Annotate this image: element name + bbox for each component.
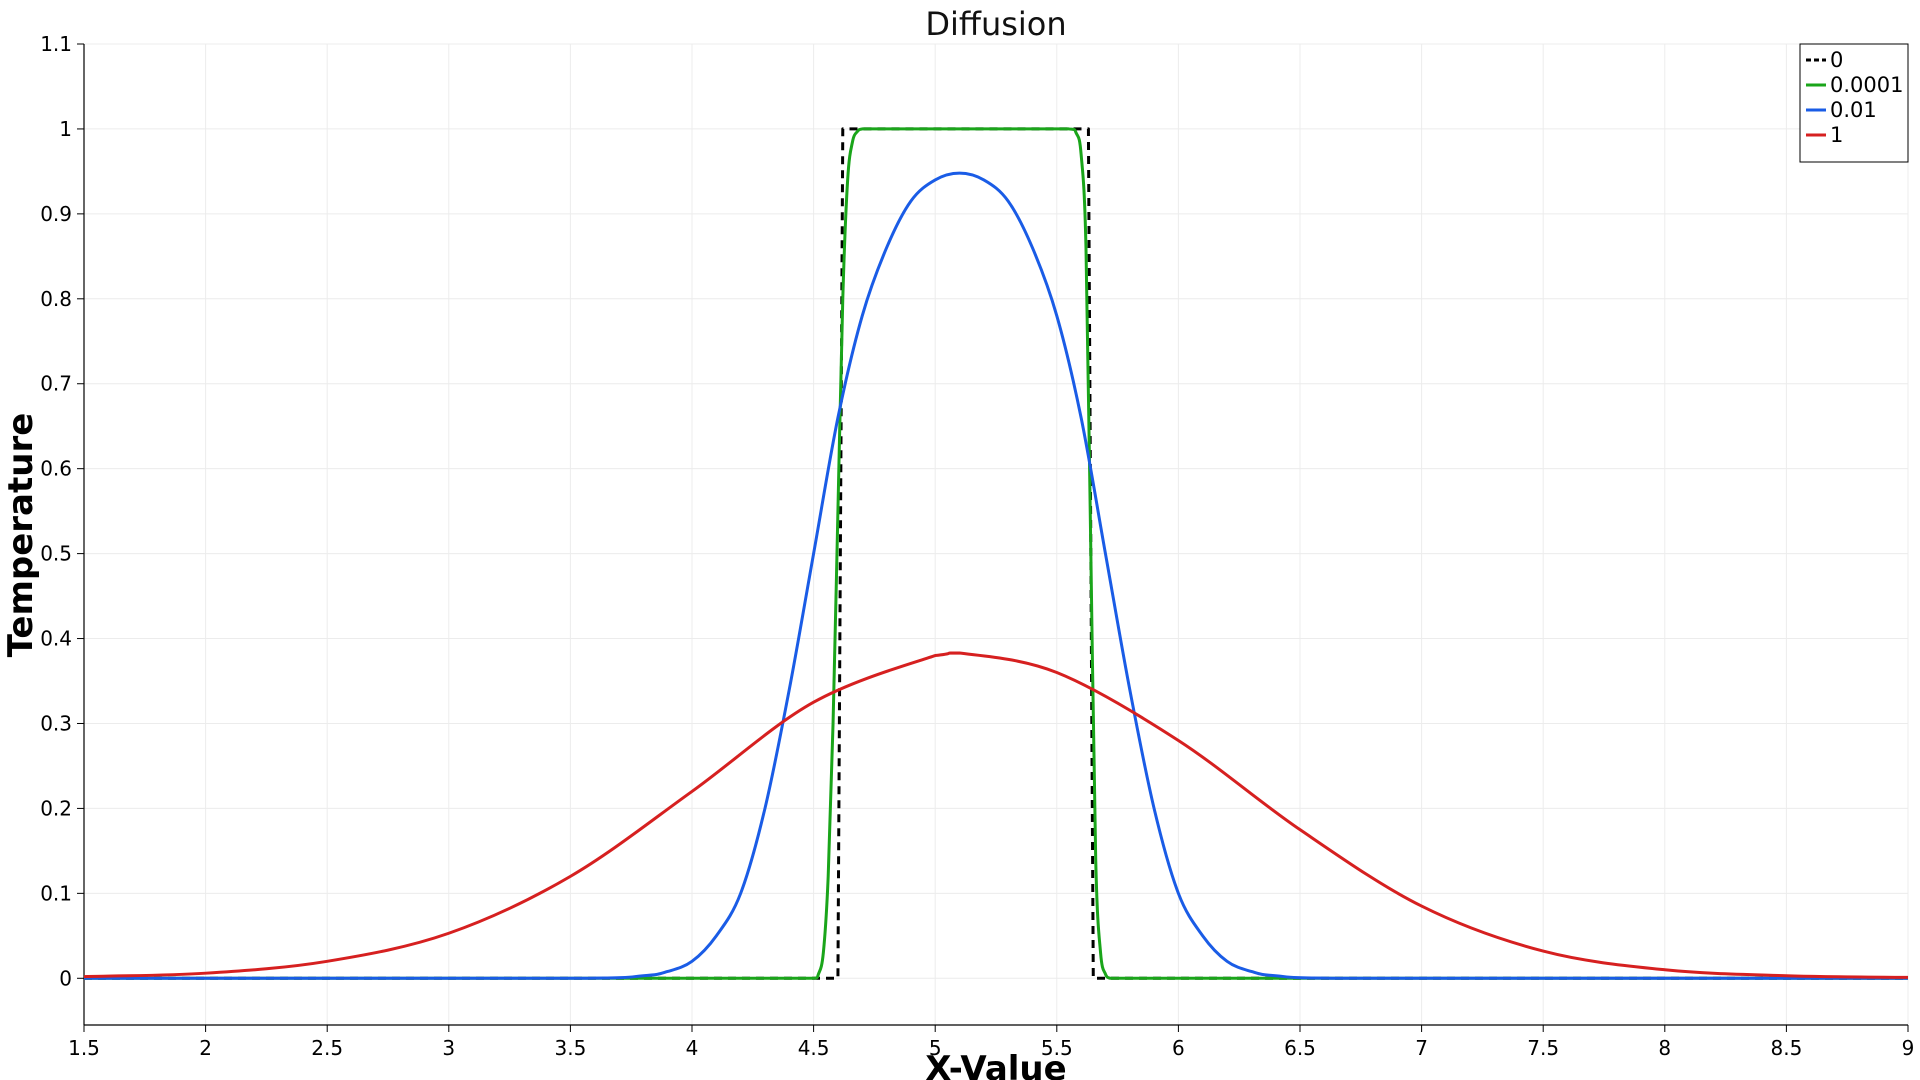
x-tick-label-9: 6: [1172, 1036, 1185, 1060]
y-tick-label-4: 0.4: [40, 627, 72, 651]
y-axis-label: Temperature: [1, 413, 41, 658]
y-tick-label-3: 0.3: [40, 711, 72, 735]
y-axis-ticks: 0 0.1 0.2 0.3 0.4 0.5 0.6 0.7 0.8 0.9 1 1.1: [40, 32, 84, 990]
x-tick-label-2: 2.5: [311, 1036, 343, 1060]
legend-label-3: 1: [1830, 123, 1843, 147]
y-tick-label-11: 1.1: [40, 32, 72, 56]
x-tick-label-1: 2: [199, 1036, 212, 1060]
y-tick-label-9: 0.9: [40, 202, 72, 226]
y-tick-label-1: 0.1: [40, 881, 72, 905]
legend-label-0: 0: [1830, 48, 1843, 72]
y-tick-label-5: 0.5: [40, 542, 72, 566]
x-tick-label-6: 4.5: [798, 1036, 830, 1060]
x-tick-label-4: 3.5: [554, 1036, 586, 1060]
x-axis-ticks: 1.5 2 2.5 3 3.5 4 4.5 5 5.5 6 6.5 7 7.5 8 8.5 9: [68, 1025, 1914, 1060]
x-tick-label-13: 8: [1658, 1036, 1671, 1060]
series-line-1: [84, 127, 1908, 980]
x-tick-label-8: 5.5: [1041, 1036, 1073, 1060]
x-tick-label-5: 4: [686, 1036, 699, 1060]
x-tick-label-12: 7.5: [1527, 1036, 1559, 1060]
x-tick-label-10: 6.5: [1284, 1036, 1316, 1060]
legend-box: [1799, 43, 1909, 163]
grid: [83, 43, 1909, 1025]
x-tick-label-11: 7: [1415, 1036, 1428, 1060]
series-lines: [83, 127, 1909, 980]
x-tick-label-7: 5: [929, 1036, 942, 1060]
axes: [83, 44, 1908, 1026]
y-tick-label-6: 0.6: [40, 457, 72, 481]
x-tick-label-3: 3: [442, 1036, 455, 1060]
x-tick-label-15: 9: [1902, 1036, 1915, 1060]
legend-label-1: 0.0001: [1830, 73, 1903, 97]
chart-title: Diffusion: [925, 5, 1066, 43]
y-tick-label-10: 1: [59, 117, 72, 141]
legend-label-2: 0.01: [1830, 98, 1877, 122]
series-line-0: [84, 127, 1908, 980]
y-tick-label-0: 0: [59, 966, 72, 990]
series-line-3: [83, 651, 1909, 979]
series-line-2: [84, 171, 1908, 980]
x-tick-label-0: 1.5: [68, 1036, 100, 1060]
y-tick-label-8: 0.8: [40, 287, 72, 311]
y-tick-label-7: 0.7: [40, 372, 72, 396]
x-tick-label-14: 8.5: [1770, 1036, 1802, 1060]
x-axis-label: X-Value: [925, 1049, 1066, 1080]
y-tick-label-2: 0.2: [40, 796, 72, 820]
